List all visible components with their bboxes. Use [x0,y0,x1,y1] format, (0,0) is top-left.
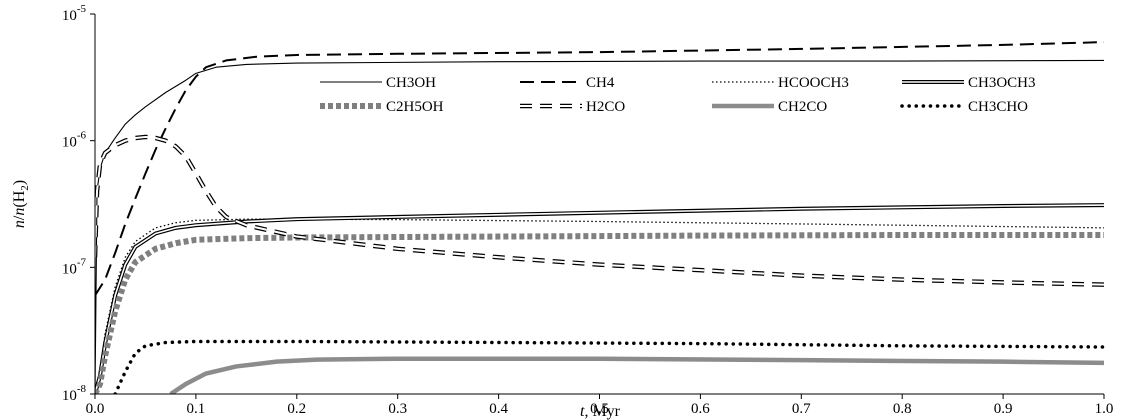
y-tick-label: 10-6 [62,130,87,151]
series-h2co-line [95,134,1105,287]
legend-item-h2co: H2CO [520,99,625,115]
legend-label: CH3OCH3 [968,75,1036,91]
x-tick-label: 0.3 [388,401,407,417]
series-ch4-path [95,41,1105,296]
legend-item-ch3och3: CH3OCH3 [902,75,1036,91]
y-axis-title-h: (H [11,190,28,207]
legend: CH3OH CH4 HCOOCH3 CH3OCH3 C2H5OH H2CO CH2CO CH3… [320,75,1036,115]
y-axis-title: n/n(H2) [11,180,31,228]
x-tick-label: 0.7 [792,401,811,417]
x-axis-title: t, Myr [580,403,621,420]
x-tick-group: 0.0 0.1 0.2 0.3 0.4 0.5 0.6 0.7 0.8 0.9 1.0 [86,394,1114,417]
series-ch4-line [95,41,1105,296]
legend-label: HCOOCH3 [778,75,849,91]
legend-label: C2H5OH [386,99,444,115]
legend-label: CH4 [586,75,615,91]
series-h2co-path-inner [95,135,1105,286]
legend-item-hcooch3: HCOOCH3 [712,75,849,91]
series-hcooch3-path [95,218,1105,394]
x-axis-title-unit: , Myr [584,403,620,420]
x-tick-label: 0.1 [187,401,206,417]
series-ch3cho-line [113,339,1106,394]
x-tick-label: 0.8 [893,401,912,417]
x-tick-label: 1.0 [1095,401,1114,417]
legend-item-ch3oh: CH3OH [320,75,436,91]
y-axis-title-n1: n [11,220,28,228]
x-tick-label: 0.6 [691,401,710,417]
x-axis-title-italic: t [580,403,585,420]
legend-label: CH3CHO [968,99,1028,115]
y-tick-group: 10-8 10-7 10-6 10-5 [62,3,95,404]
x-tick-label: 0.2 [287,401,306,417]
series-ch3och3-path-inner [95,204,1105,394]
x-tick-label: 0.4 [489,401,508,417]
plot-series-group [95,41,1106,394]
y-tick-label: 10-8 [62,383,87,404]
y-axis-title-n2: n [11,208,28,216]
y-tick-label: 10-7 [62,256,87,277]
legend-label: CH2CO [778,99,827,115]
series-ch2co-path [169,356,1105,394]
series-ch2co-line [169,356,1105,394]
series-ch3cho-path [113,339,1106,394]
series-ch3och3-line [95,203,1105,394]
legend-label: H2CO [586,99,625,115]
legend-item-ch2co: CH2CO [712,99,827,115]
series-hcooch3-line [95,218,1105,394]
y-axis-title-sub: 2 [19,185,31,191]
legend-item-c2h5oh: C2H5OH [320,99,444,115]
y-axis-title-close: ) [11,180,28,185]
x-tick-label: 0.5 [590,401,609,417]
y-tick-label: 10-5 [62,3,87,24]
legend-label: CH3OH [386,75,436,91]
y-axis-title-slash: / [11,215,28,220]
legend-item-ch4: CH4 [520,75,615,91]
x-tick-label: 0.0 [86,401,105,417]
legend-item-ch3cho: CH3CHO [900,99,1028,115]
series-c2h5oh-path [95,232,1104,394]
series-c2h5oh-line [95,232,1104,394]
x-tick-label: 0.9 [994,401,1013,417]
